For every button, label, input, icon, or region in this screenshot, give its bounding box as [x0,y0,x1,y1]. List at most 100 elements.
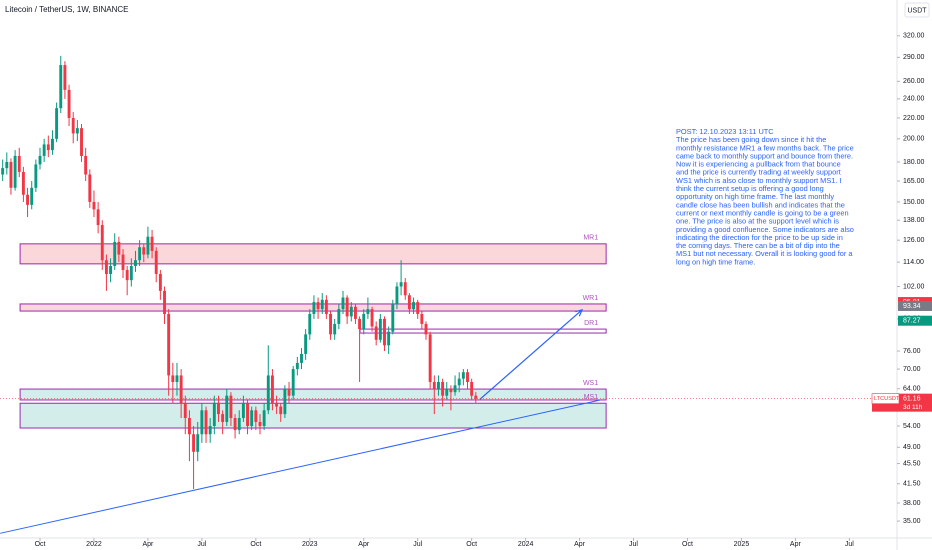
y-tick-label: 38.00 [903,500,921,507]
candle-body [341,297,345,310]
candle-body [262,410,266,426]
y-tick-label: 41.50 [903,481,921,488]
candle-body [308,313,312,335]
x-tick-label: Jul [413,541,422,548]
candle-body [300,353,303,363]
x-tick-label: Apr [142,541,154,548]
x-tick-label: Apr [790,541,802,548]
currency-button[interactable] [904,2,930,18]
zone [19,402,607,429]
candle-body [374,326,378,340]
x-tick-label: 2022 [86,541,102,548]
candle-body [353,306,357,319]
candle-body [457,378,461,386]
zone-label: DR1 [584,320,598,327]
y-tick-label: 102.00 [903,283,925,290]
candle-body [291,369,295,396]
candle-body [349,306,353,317]
candle-body [416,302,420,314]
y-tick-label: 320.00 [903,33,925,40]
candle-body [395,286,399,305]
candle-body [295,362,299,370]
annotation-line: one. The price is also at the support le… [676,217,839,226]
candle-body [441,381,445,396]
candle-body [470,381,474,396]
candle-body [158,273,162,291]
currency[interactable]: USDT [907,7,927,14]
candle-body [80,128,83,156]
candle-body [167,313,171,376]
y-tick-label: 126.00 [903,237,925,244]
candle-body [26,194,30,205]
y-tick-label: 165.00 [903,178,925,185]
price-label-bg [898,315,932,326]
candle-body [117,241,121,255]
candle-body [333,323,337,335]
annotation-line: monthly resistance MR1 a few months back… [676,143,854,152]
candle-body [96,209,100,226]
candle-body [324,299,328,314]
candle-body [171,375,175,382]
candle-body [270,375,274,403]
candle-body [187,418,191,435]
candle-body [46,144,50,151]
y-tick-label: 240.00 [903,96,925,103]
candle-body [200,410,204,435]
candle-body [42,144,46,156]
candle-body [358,318,362,330]
zone [19,243,607,265]
candle-body [453,385,457,393]
candle-body [179,375,183,403]
drawings [0,308,897,534]
candle-body [283,388,287,415]
candle-body [229,395,233,419]
y-tick-label: 35.00 [903,518,921,525]
candle-body [34,164,38,188]
candle-body [204,410,208,435]
candle-body [383,318,386,346]
price-label-bg [898,300,932,311]
candle-body [1,168,5,175]
candle-body [138,247,142,261]
candle-body [63,65,67,90]
candle-body [241,402,245,419]
symbol-label: LTCUSDT [874,396,900,402]
annotation-line: opportunity on high time frame. The last… [676,192,834,201]
y-tick-label: 138.00 [903,217,925,224]
candle-body [424,323,428,335]
candle-body [387,331,391,346]
y-tick-label: 150.00 [903,199,925,206]
candle-body [366,309,370,314]
candle-body [38,155,42,165]
x-tick-label: Jul [629,541,638,548]
candle-body [287,388,291,396]
candle-body [445,388,449,396]
candle-body [21,171,25,195]
y-tick-label: 70.00 [903,366,921,373]
annotation-line: the coming days. There can be a bit of d… [676,241,840,250]
candle-body [370,309,374,327]
candle-body [100,225,104,261]
candle-body [403,282,407,296]
candle-body [362,313,366,330]
candle-body [466,372,469,382]
symbol-bg [871,393,900,404]
annotation-line: providing a good confluence. Some indica… [676,225,854,234]
candle-body [104,260,108,274]
candle-body [316,302,320,310]
candle-body [17,155,21,172]
candle-body [67,89,71,118]
y-tick-label: 180.00 [903,159,925,166]
candle-body [175,375,179,382]
chart-title: Litecoin / TetherUS, 1W, BINANCE [5,5,128,14]
candles [1,55,478,490]
candle-body [51,138,54,151]
candle-body [378,318,382,340]
y-tick-label: 114.00 [903,259,924,266]
y-tick-label: 200.00 [903,136,925,143]
candle-body [150,236,154,251]
candle-body [449,388,453,393]
price-label: 87.27 [903,318,921,325]
countdown: 3d 11h [903,404,923,411]
